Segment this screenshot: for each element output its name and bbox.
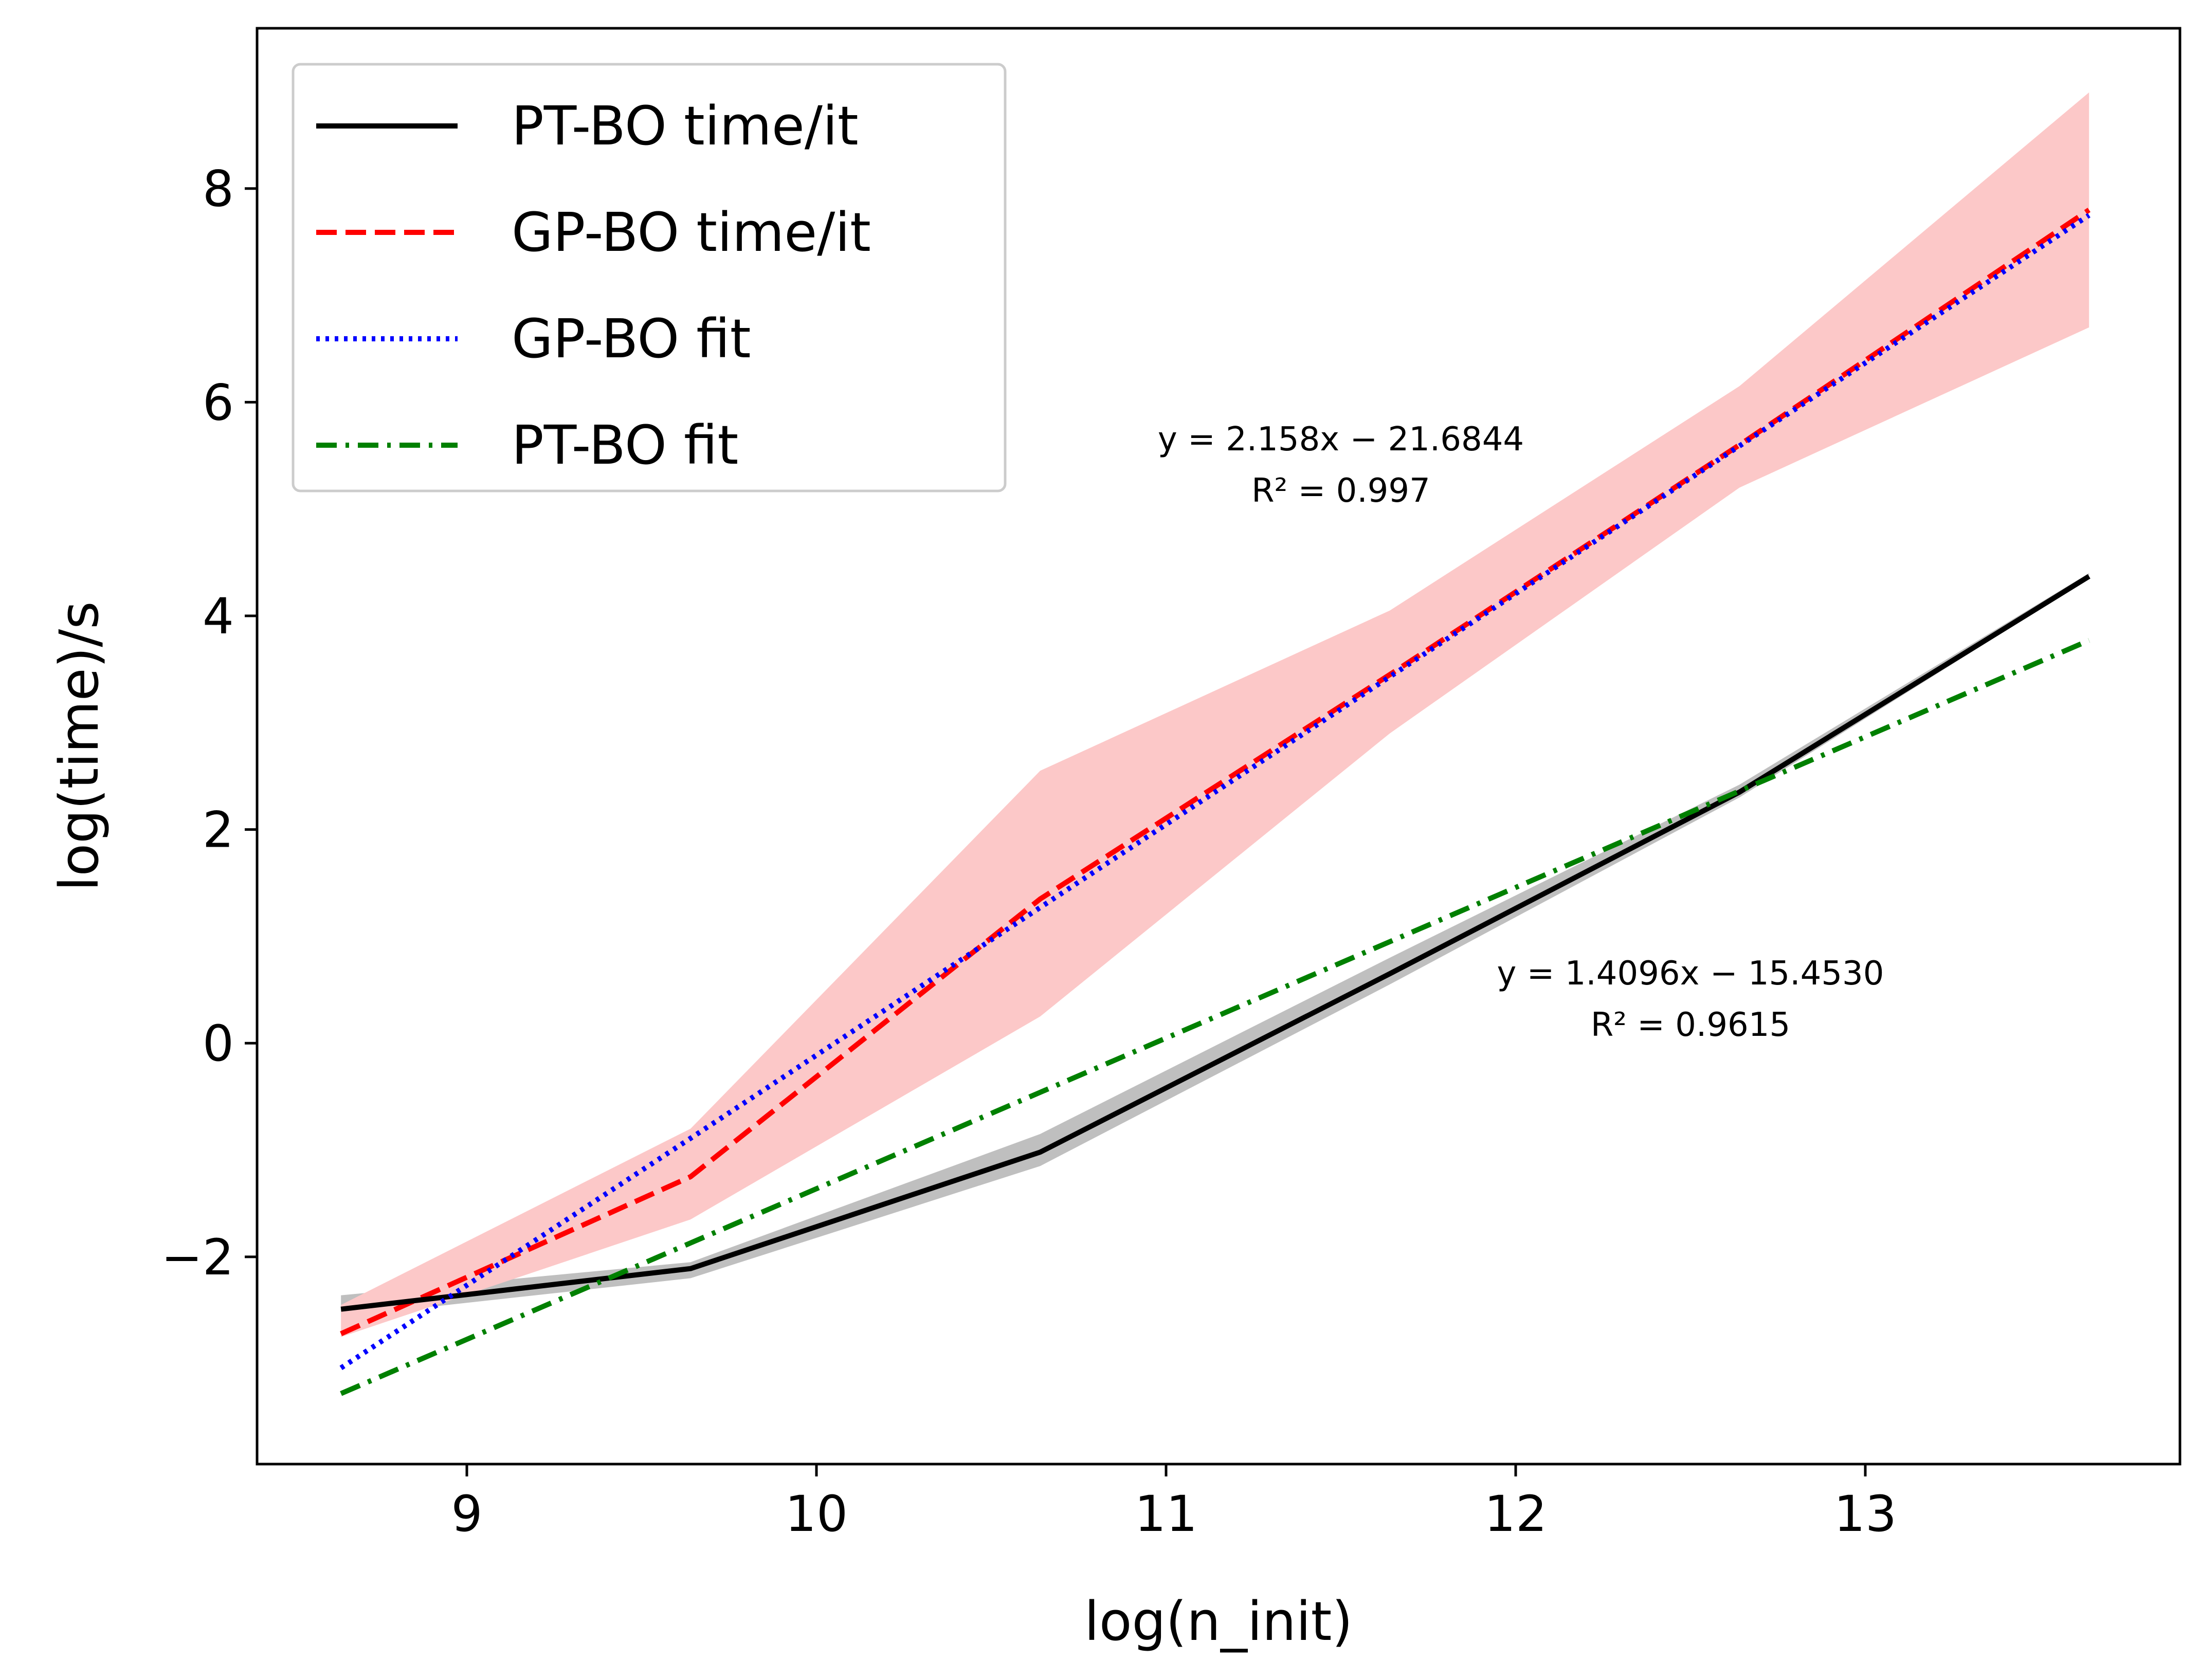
pt-fit-r-squared: R² = 0.9615 [1591, 1006, 1790, 1044]
y-tick-label: 0 [203, 1015, 234, 1072]
y-tick-label: 8 [203, 160, 234, 218]
y-tick-label: 2 [203, 801, 234, 859]
x-axis-ticks: 9 10 11 12 13 [451, 1464, 1897, 1543]
x-tick-label: 12 [1484, 1485, 1547, 1543]
gp-bo-fit-line [339, 213, 2090, 1371]
plot-frame [256, 27, 2181, 1466]
legend-label: GP-BO fit [512, 307, 751, 370]
confidence-bands [341, 92, 2089, 1337]
series-lines [339, 208, 2090, 1396]
pt-bo-fit-line [340, 638, 2090, 1396]
legend-label: GP-BO time/it [512, 201, 871, 264]
y-axis-title: log(time)/s [48, 601, 111, 891]
y-tick-label: 6 [203, 374, 234, 431]
pt-bo-time-it-line [340, 574, 2090, 1312]
y-axis-ticks: −2 0 2 4 6 8 [161, 160, 257, 1286]
y-tick-label: −2 [161, 1229, 234, 1286]
legend: PT-BO time/it GP-BO time/it GP-BO fit PT… [292, 63, 1007, 492]
fit-annotations: y = 2.158x − 21.6844 R² = 0.997 y = 1.40… [1158, 421, 1884, 1044]
x-tick-label: 9 [451, 1485, 482, 1543]
gp-bo-time-it-band [341, 92, 2089, 1337]
gp-fit-equation: y = 2.158x − 21.6844 [1158, 421, 1524, 459]
gp-bo-time-it-line [340, 208, 2090, 1337]
y-tick-label: 4 [203, 588, 234, 645]
x-axis-title: log(n_init) [1084, 1590, 1353, 1653]
x-tick-label: 11 [1135, 1485, 1197, 1543]
legend-box [292, 63, 1007, 492]
gp-fit-r-squared: R² = 0.997 [1251, 472, 1430, 510]
legend-label: PT-BO fit [512, 414, 738, 477]
x-tick-label: 10 [785, 1485, 848, 1543]
pt-fit-equation: y = 1.4096x − 15.4530 [1497, 955, 1884, 993]
x-tick-label: 13 [1834, 1485, 1897, 1543]
legend-label: PT-BO time/it [512, 95, 859, 157]
